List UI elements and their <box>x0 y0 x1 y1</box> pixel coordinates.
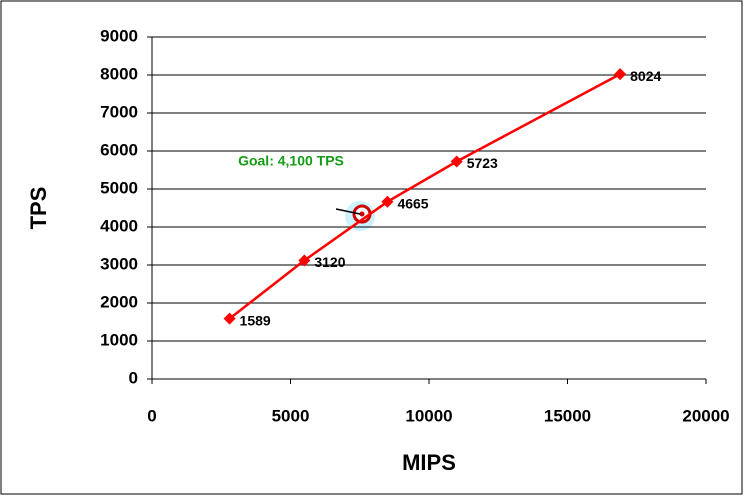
y-tick-label: 5000 <box>100 178 138 197</box>
marker <box>298 254 311 267</box>
y-tick-label: 9000 <box>100 26 138 45</box>
data-label: 1589 <box>240 312 271 328</box>
x-tick-label: 15000 <box>544 406 591 425</box>
x-tick-label: 10000 <box>405 406 452 425</box>
x-tick-label: 0 <box>147 406 156 425</box>
y-tick-label: 1000 <box>100 330 138 349</box>
y-tick-label: 2000 <box>100 292 138 311</box>
y-tick-label: 7000 <box>100 102 138 121</box>
marker <box>381 195 394 208</box>
target-icon <box>335 201 375 231</box>
y-tick-label: 6000 <box>100 140 138 159</box>
data-label: 3120 <box>314 254 345 270</box>
x-tick-label: 5000 <box>272 406 310 425</box>
y-tick-label: 8000 <box>100 64 138 83</box>
marker <box>223 312 236 325</box>
marker <box>450 155 463 168</box>
annotation: Goal: 4,100 TPS <box>238 153 344 169</box>
data-label: 4665 <box>397 195 428 211</box>
data-label: 8024 <box>630 68 661 84</box>
y-axis-title: TPS <box>26 187 51 230</box>
x-axis-title: MIPS <box>402 450 456 475</box>
y-tick-label: 0 <box>129 368 138 387</box>
data-label: 5723 <box>467 155 498 171</box>
y-tick-label: 4000 <box>100 216 138 235</box>
y-tick-label: 3000 <box>100 254 138 273</box>
x-tick-label: 20000 <box>682 406 729 425</box>
marker <box>614 68 627 81</box>
